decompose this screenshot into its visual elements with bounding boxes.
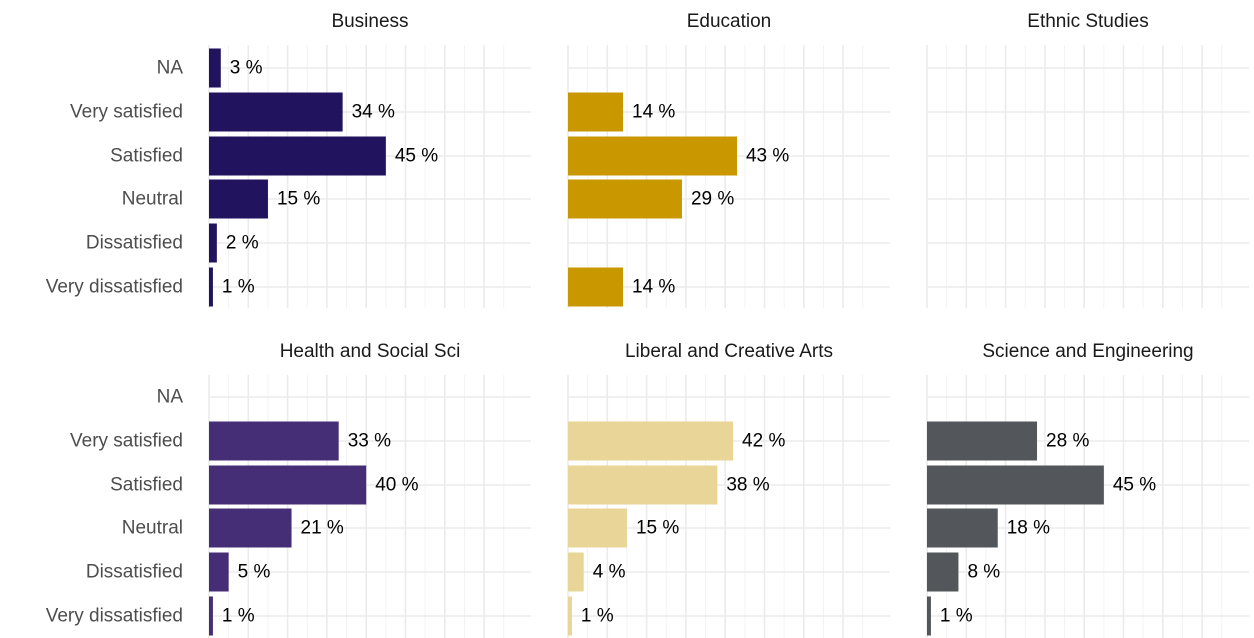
value-label: 14 % — [632, 277, 675, 298]
y-tick-label-neutral: Neutral — [122, 189, 183, 210]
y-tick-label-satisfied: Satisfied — [110, 475, 183, 496]
bar-dissatisfied — [209, 552, 229, 592]
y-tick-label-very-dissatisfied: Very dissatisfied — [46, 606, 183, 627]
bar-neutral — [209, 179, 268, 219]
value-label: 28 % — [1046, 431, 1089, 452]
value-label: 21 % — [301, 518, 344, 539]
value-label: 5 % — [238, 562, 271, 583]
value-label: 14 % — [632, 102, 675, 123]
bar-very-satisfied — [568, 421, 734, 461]
value-label: 45 % — [395, 146, 438, 167]
bar-very-dissatisfied — [209, 267, 213, 307]
bar-satisfied — [568, 136, 737, 176]
value-label: 1 % — [222, 277, 255, 298]
facet-business: Business 3 % 34 % 45 % 15 % 2 % 1 % — [208, 11, 531, 308]
bar-very-dissatisfied — [927, 596, 931, 636]
bar-satisfied — [209, 465, 367, 505]
bar-very-satisfied — [927, 421, 1038, 461]
value-label: 40 % — [375, 475, 418, 496]
value-label: 42 % — [742, 431, 785, 452]
bar-very-dissatisfied — [209, 596, 213, 636]
bar-dissatisfied — [209, 223, 217, 263]
value-label: 15 % — [277, 189, 320, 210]
bar-very-satisfied — [209, 421, 339, 461]
facet-title: Health and Social Sci — [280, 341, 461, 362]
bar-satisfied — [568, 465, 718, 505]
bar-very-dissatisfied — [568, 267, 624, 307]
value-label: 45 % — [1113, 475, 1156, 496]
bar-na — [209, 48, 221, 88]
facet-title: Ethnic Studies — [1027, 11, 1148, 32]
facet-title: Liberal and Creative Arts — [625, 341, 833, 362]
bar-neutral — [209, 508, 292, 548]
value-label: 43 % — [746, 146, 789, 167]
value-label: 1 % — [581, 606, 614, 627]
bar-dissatisfied — [927, 552, 959, 592]
y-tick-label-dissatisfied: Dissatisfied — [86, 562, 183, 583]
value-label: 2 % — [226, 233, 259, 254]
facet-health-and-social-sci: Health and Social Sci 33 % 40 % 21 % 5 % 1 % — [208, 341, 531, 638]
bar-neutral — [568, 179, 682, 219]
value-label: 3 % — [230, 58, 263, 79]
y-tick-label-very-dissatisfied: Very dissatisfied — [46, 277, 183, 298]
value-label: 34 % — [352, 102, 395, 123]
value-label: 1 % — [940, 606, 973, 627]
value-label: 29 % — [691, 189, 734, 210]
bar-satisfied — [209, 136, 386, 176]
value-label: 1 % — [222, 606, 255, 627]
facet-liberal-and-creative-arts: Liberal and Creative Arts 42 % 38 % 15 % 4 %… — [567, 341, 890, 638]
bar-very-satisfied — [568, 92, 624, 132]
value-label: 15 % — [636, 518, 679, 539]
bar-neutral — [927, 508, 998, 548]
bar-satisfied — [927, 465, 1104, 505]
y-tick-label-na: NA — [157, 58, 184, 79]
facet-ethnic-studies: Ethnic Studies — [926, 11, 1249, 308]
y-tick-label-dissatisfied: Dissatisfied — [86, 233, 183, 254]
bar-dissatisfied — [568, 552, 584, 592]
facet-title: Science and Engineering — [982, 341, 1193, 362]
facet-science-and-engineering: Science and Engineering 28 % 45 % 18 % 8 % 1 … — [926, 341, 1249, 638]
value-label: 8 % — [967, 562, 1000, 583]
y-tick-label-satisfied: Satisfied — [110, 146, 183, 167]
value-label: 38 % — [726, 475, 769, 496]
y-tick-label-neutral: Neutral — [122, 518, 183, 539]
value-label: 33 % — [348, 431, 391, 452]
bar-neutral — [568, 508, 627, 548]
facet-title: Education — [687, 11, 772, 32]
y-tick-label-na: NA — [157, 387, 184, 408]
y-tick-label-very-satisfied: Very satisfied — [70, 102, 183, 123]
value-label: 4 % — [593, 562, 626, 583]
bar-very-dissatisfied — [568, 596, 572, 636]
facet-education: Education 14 % 43 % 29 % 14 % — [567, 11, 890, 308]
bar-very-satisfied — [209, 92, 343, 132]
facet-title: Business — [331, 11, 408, 32]
y-tick-label-very-satisfied: Very satisfied — [70, 431, 183, 452]
value-label: 18 % — [1007, 518, 1050, 539]
